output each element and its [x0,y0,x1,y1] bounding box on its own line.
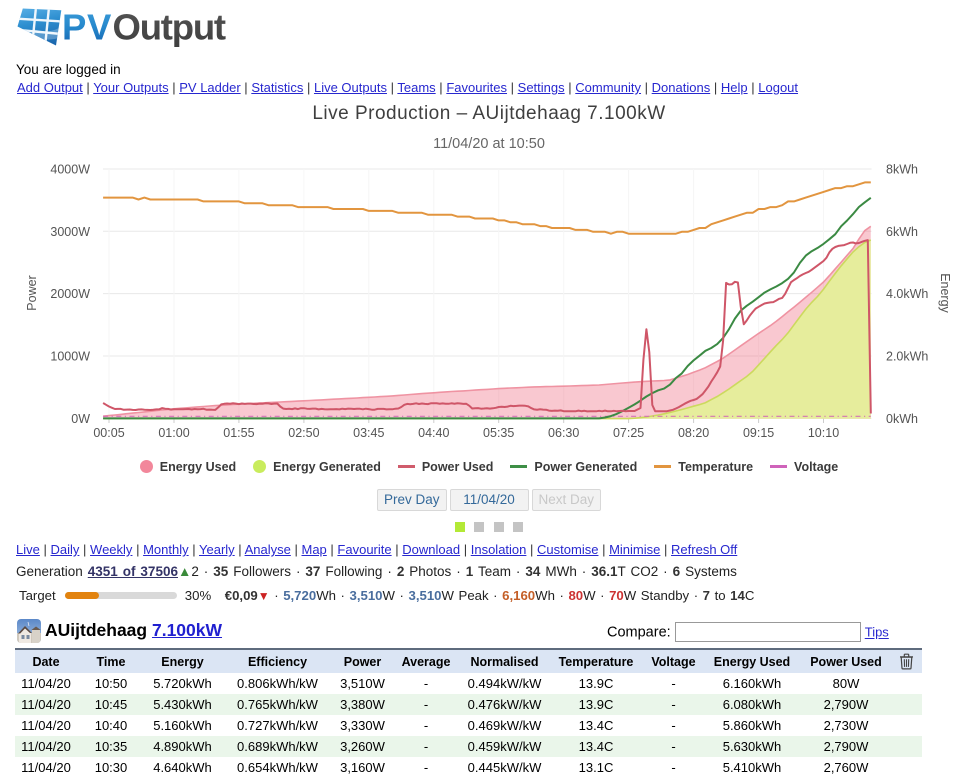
svg-text:0W: 0W [71,412,90,426]
svg-text:01:00: 01:00 [158,426,189,440]
svg-text:8kWh: 8kWh [886,163,918,177]
svg-text:Power: Power [25,275,39,310]
svg-text:02:50: 02:50 [288,426,319,440]
svg-text:Output: Output [113,7,226,48]
svg-text:2000W: 2000W [50,287,90,301]
svg-text:00:05: 00:05 [93,426,124,440]
svg-text:0kWh: 0kWh [886,412,918,426]
svg-text:6kWh: 6kWh [886,225,918,239]
svg-text:05:35: 05:35 [483,426,514,440]
svg-text:PV: PV [62,7,112,48]
svg-text:03:45: 03:45 [353,426,384,440]
svg-text:08:20: 08:20 [678,426,709,440]
svg-text:06:30: 06:30 [548,426,579,440]
svg-text:3000W: 3000W [50,225,90,239]
svg-text:Energy: Energy [938,273,952,313]
svg-text:10:10: 10:10 [808,426,839,440]
svg-text:4.0kWh: 4.0kWh [886,287,928,301]
svg-text:04:40: 04:40 [418,426,449,440]
svg-text:07:25: 07:25 [613,426,644,440]
svg-text:09:15: 09:15 [743,426,774,440]
svg-text:1000W: 1000W [50,350,90,364]
svg-text:4000W: 4000W [50,163,90,177]
svg-text:01:55: 01:55 [223,426,254,440]
svg-text:2.0kWh: 2.0kWh [886,350,928,364]
